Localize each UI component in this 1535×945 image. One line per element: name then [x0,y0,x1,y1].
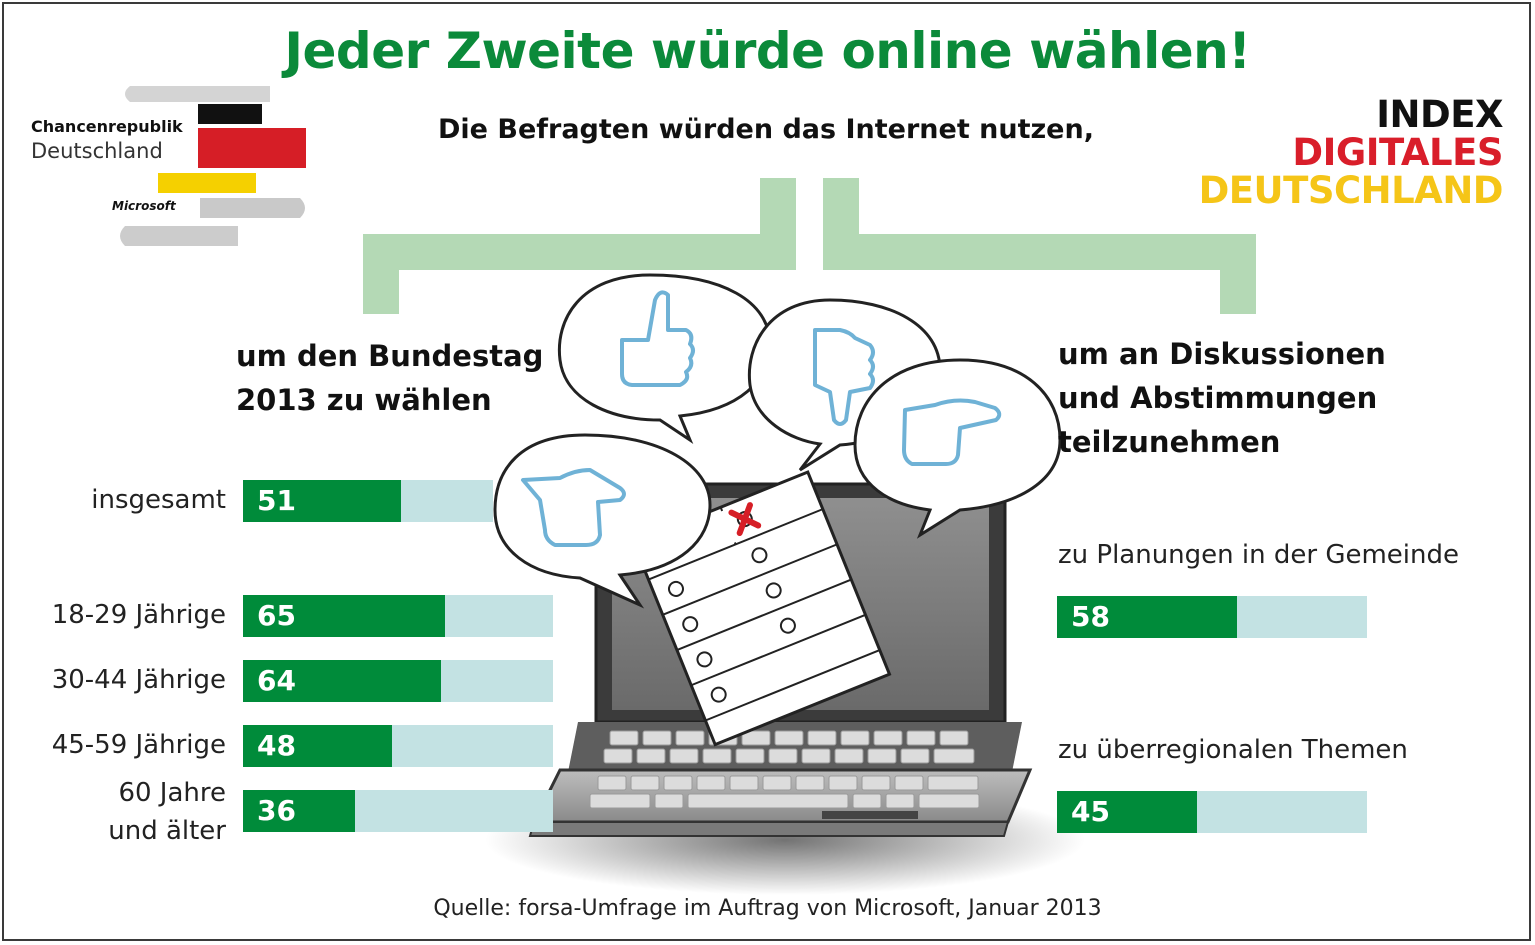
bar-value-label: 48 [257,729,296,762]
index-digitales-deutschland-logo: INDEX DIGITALES DEUTSCHLAND [1198,93,1504,212]
bar-value-label: 64 [257,664,296,697]
bar-track: 64 [243,660,553,702]
bar-track: 58 [1057,596,1367,638]
left-chart-heading: um den Bundestag 2013 zu wählen [236,334,543,422]
source-note: Quelle: forsa-Umfrage im Auftrag von Mic… [433,896,1102,921]
thumbs-up-icon [620,290,695,387]
right-chart-heading: um an Diskussionen und Abstimmungen teil… [1058,332,1386,464]
bar: 58 [1057,596,1237,638]
category-label: zu überregionalen Themen [1058,735,1408,765]
bar: 48 [243,725,392,767]
ballot-cross-mark [728,502,762,537]
bar-track: 51 [243,480,493,522]
bracket-right [823,178,1256,314]
category-label: 18-29 Jährige [52,596,226,634]
left-heading-line1: um den Bundestag [236,339,544,373]
category-label-line: 45-59 Jährige [51,730,226,760]
page-subtitle: Die Befragten würden das Internet nutzen… [438,114,1094,145]
category-label: insgesamt [91,481,226,519]
chancenrepublik-logo-ribbons [120,86,306,246]
category-label: 45-59 Jährige [52,726,226,764]
category-label: 60 Jahre und älter [108,774,226,850]
bar-value-label: 65 [257,599,296,632]
bar: 65 [243,595,445,637]
left-heading-line2: 2013 zu wählen [236,383,492,417]
microsoft-logo-text: Microsoft [112,199,176,213]
index-logo-line1: INDEX [1376,93,1503,136]
thumbs-down-icon [813,328,875,426]
category-label: zu Planungen in der Gemeinde [1058,540,1459,570]
bar-track: 45 [1057,791,1367,833]
index-logo-line3: DEUTSCHLAND [1198,169,1504,212]
bar: 64 [243,660,442,702]
bar-value-label: 58 [1071,600,1110,633]
category-label-line: insgesamt [91,485,226,515]
bar-value-label: 45 [1071,795,1110,828]
bar-value-label: 51 [257,484,296,517]
thumbs-up-icon [521,468,626,547]
logo-left-line1: Chancenrepublik [31,117,183,136]
bar-track: 36 [243,790,553,832]
bar-value-label: 36 [257,794,296,827]
page-title: Jeder Zweite würde online wählen! [284,22,1251,80]
right-heading-line1: um an Diskussionen [1058,337,1386,371]
bar-track: 65 [243,595,553,637]
category-label-line: 18-29 Jährige [51,600,226,630]
category-label-line: 30-44 Jährige [51,665,226,695]
right-heading-line2: und Abstimmungen [1058,381,1378,415]
right-heading-line3: teilzunehmen [1058,425,1281,459]
category-label: 30-44 Jährige [52,661,226,699]
thumbs-up-icon [902,398,1002,466]
speech-bubble-1 [557,273,772,444]
bar: 36 [243,790,355,832]
category-label-line: 60 Jahre [118,778,226,808]
bar: 45 [1057,791,1197,833]
index-logo-line2: DIGITALES [1292,131,1503,174]
bracket-left [363,178,796,314]
logo-left-line2: Deutschland [31,139,163,163]
bar: 51 [243,480,402,522]
bar-track: 48 [243,725,553,767]
category-label-line: und älter [108,816,226,846]
